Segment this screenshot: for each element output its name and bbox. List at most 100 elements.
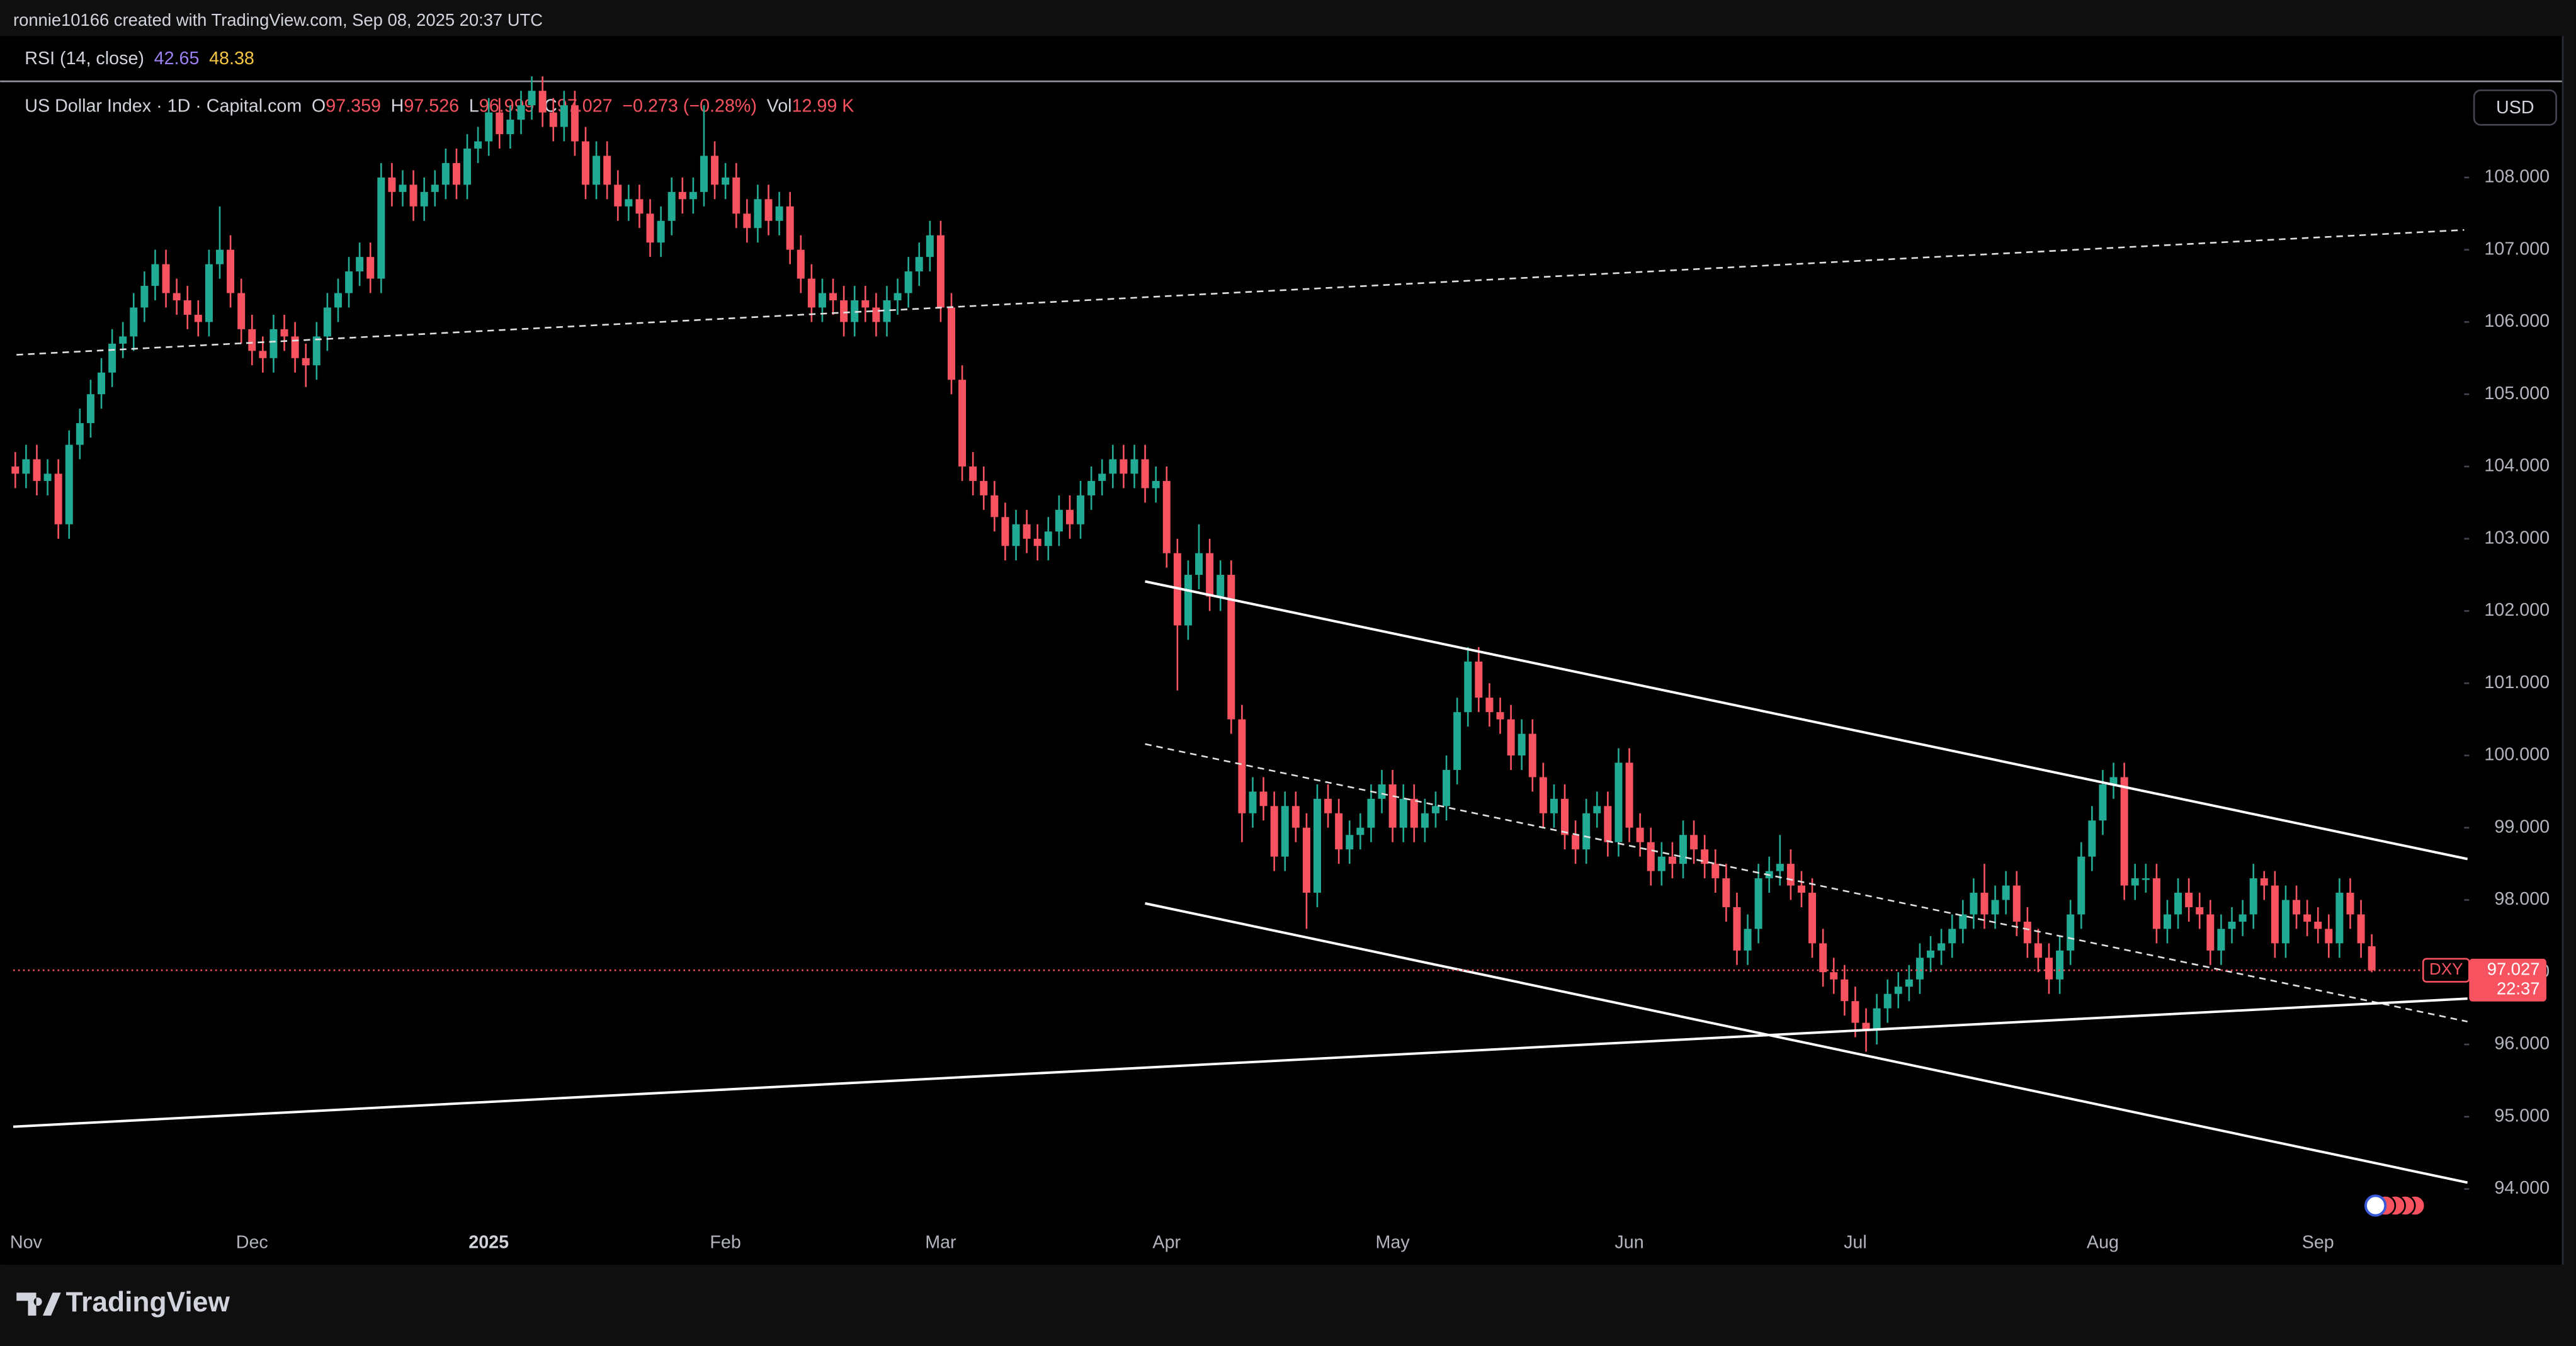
candle-body (1991, 900, 1999, 915)
candle-body (399, 184, 407, 192)
candle-body (1378, 784, 1386, 799)
candle-body (517, 105, 525, 120)
y-tick-label: 95.000 (2494, 1106, 2550, 1126)
candle-body (11, 466, 20, 474)
legend-key: L (469, 96, 479, 116)
candle-body (732, 177, 740, 214)
legend-key: Vol (767, 96, 792, 116)
candle-body (2228, 921, 2236, 929)
candle-body (1130, 459, 1138, 474)
candle-body (1001, 517, 1009, 546)
event-icon[interactable] (2364, 1194, 2387, 1217)
candle-body (872, 307, 880, 322)
y-tick-label: 100.000 (2484, 745, 2550, 765)
candle-body (2206, 914, 2215, 951)
candle-body (2067, 914, 2075, 951)
candle-body (1668, 856, 1676, 864)
candle-body (119, 336, 127, 344)
candle-body (151, 264, 159, 286)
candle-body (2099, 784, 2107, 821)
symbol-tag: DXY (2429, 959, 2463, 978)
candle-body (1388, 784, 1397, 828)
candle-body (173, 293, 181, 301)
legend-key: O (312, 96, 326, 116)
candle-body (1722, 878, 1730, 907)
candle-body (1873, 1008, 1881, 1031)
rsi-value: 48.38 (209, 48, 254, 68)
y-tick-label: 101.000 (2484, 672, 2550, 693)
candle-body (1744, 929, 1752, 951)
trend-line (16, 229, 2465, 356)
y-tick-label: 102.000 (2484, 600, 2550, 620)
x-tick-label: Aug (2087, 1233, 2119, 1253)
candle-body (958, 380, 967, 467)
candle-body (2077, 856, 2085, 915)
candle-body (904, 271, 912, 293)
candle-body (1496, 712, 1504, 720)
legend-key: H (391, 96, 404, 116)
candle-body (1883, 993, 1892, 1009)
candle-body (237, 293, 246, 329)
x-tick-label: Mar (925, 1233, 956, 1253)
candle-body (1475, 661, 1483, 698)
countdown: 22:37 (2497, 979, 2540, 998)
candle-body (1518, 733, 1526, 755)
legend-value: 12.99 K (792, 96, 854, 116)
candle-body (452, 162, 460, 185)
candle-body (2174, 893, 2182, 915)
candle-body (388, 177, 396, 192)
candle-body (1023, 524, 1031, 539)
candle-body (2368, 946, 2376, 971)
candle-body (409, 184, 417, 206)
rsi-legend: RSI (14, close) 42.65 48.38 (25, 48, 254, 68)
candle-body (2002, 885, 2010, 900)
candle-body (1938, 943, 1946, 951)
candle-body (2163, 914, 2171, 929)
x-tick-label: May (1376, 1233, 1410, 1253)
event-icons[interactable] (2364, 1194, 2426, 1217)
candle-body (1485, 698, 1494, 713)
candle-body (1109, 459, 1117, 474)
y-tick-label: 106.000 (2484, 311, 2550, 331)
candle-body (2281, 900, 2289, 944)
candle-body (1507, 719, 1515, 755)
candle-body (43, 473, 52, 481)
candle-body (1614, 762, 1623, 842)
candle-body (1270, 806, 1278, 857)
candle-body (1711, 864, 1720, 879)
candle-body (1098, 473, 1106, 481)
candle-body (1625, 762, 1633, 828)
candle-body (528, 91, 536, 106)
candle-body (1238, 719, 1246, 813)
y-tick-label: 103.000 (2484, 528, 2550, 548)
candle-body (689, 191, 697, 200)
candle-body (667, 191, 676, 221)
candle-body (98, 372, 106, 395)
candle-body (1356, 827, 1365, 835)
currency-label[interactable]: USD (2496, 98, 2534, 118)
x-tick-label: Dec (236, 1233, 268, 1253)
candle-body (861, 300, 870, 308)
candle-body (1012, 524, 1020, 546)
candle-body (678, 191, 686, 200)
candle-body (496, 112, 504, 135)
candle-body (1324, 798, 1332, 813)
candle-body (1087, 480, 1096, 495)
candle-body (1980, 893, 1989, 915)
candle-body (883, 300, 891, 322)
candle-body (700, 156, 708, 192)
candle-body (646, 213, 654, 243)
candle-body (1561, 798, 1569, 835)
currency-button[interactable] (2473, 89, 2557, 126)
candle-body (1830, 972, 1838, 980)
candle-body (818, 293, 826, 308)
candle-body (560, 105, 568, 127)
candle-body (2120, 777, 2128, 886)
candle-body (1421, 813, 1429, 828)
candle-body (1776, 864, 1784, 871)
candle-body (807, 278, 815, 308)
candle-body (581, 141, 589, 185)
candle-body (86, 394, 94, 424)
trend-line (13, 997, 2468, 1128)
